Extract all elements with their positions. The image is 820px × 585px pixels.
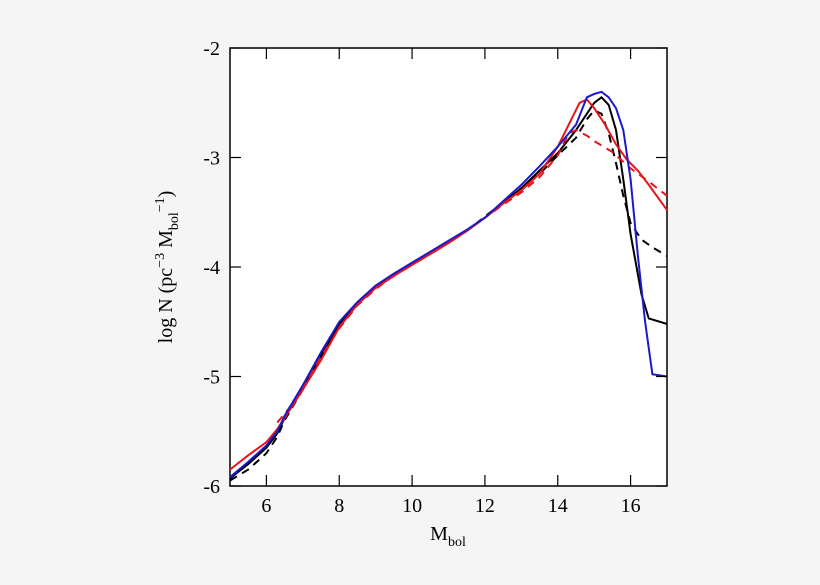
label-part: M	[430, 523, 448, 545]
x-tick-label: 12	[475, 495, 495, 517]
y-axis-label: log N (pc−3 Mbol−1)	[153, 191, 182, 344]
x-tick-label: 16	[621, 495, 641, 517]
y-tick-label: -6	[203, 476, 220, 498]
y-tick-label: -2	[203, 38, 220, 60]
x-tick-label: 10	[402, 495, 422, 517]
label-part: bol	[448, 535, 466, 550]
label-part: −1	[153, 197, 168, 212]
y-tick-label: -5	[203, 367, 220, 389]
label-part: )	[155, 191, 177, 198]
label-part: bol	[167, 212, 182, 230]
y-tick-label: -4	[203, 257, 220, 279]
label-part: −3	[153, 253, 168, 268]
plot-area	[229, 47, 668, 487]
x-tick-label: 8	[334, 495, 344, 517]
x-tick-label: 14	[548, 495, 568, 517]
x-axis-label: Mbol	[430, 523, 466, 550]
label-part: log N (pc	[155, 268, 177, 344]
curve	[229, 90, 668, 478]
x-tick-label: 6	[261, 495, 271, 517]
label-part: M	[155, 230, 177, 253]
y-tick-label: -3	[203, 148, 220, 170]
curves	[229, 90, 668, 482]
